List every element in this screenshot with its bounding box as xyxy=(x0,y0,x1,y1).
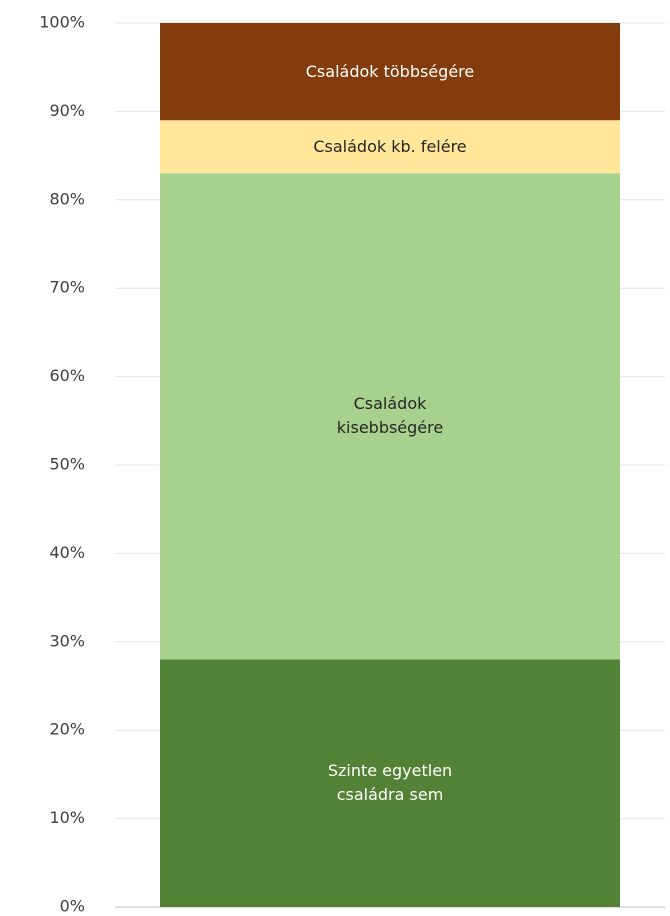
bar-segment xyxy=(160,659,620,907)
y-tick-label: 20% xyxy=(49,720,85,739)
y-tick-label: 70% xyxy=(49,278,85,297)
y-tick-label: 50% xyxy=(49,455,85,474)
y-tick-label: 90% xyxy=(49,101,85,120)
segment-label: Szinte egyetlen családra sem xyxy=(327,761,453,805)
y-tick-label: 0% xyxy=(60,897,85,916)
bar-segment xyxy=(160,120,620,174)
y-tick-label: 60% xyxy=(49,366,85,385)
y-tick-label: 30% xyxy=(49,631,85,650)
segment-label: Családok kb. felére xyxy=(313,136,467,156)
y-tick-label: 80% xyxy=(49,189,85,208)
y-tick-label: 40% xyxy=(49,543,85,562)
bar-segment xyxy=(160,173,620,660)
segment-label: Családok kisebbségére xyxy=(336,394,444,438)
y-tick-label: 10% xyxy=(49,808,85,827)
segment-label: Családok többségére xyxy=(305,61,475,81)
y-tick-label: 100% xyxy=(39,13,85,32)
bar-segment xyxy=(160,23,620,121)
